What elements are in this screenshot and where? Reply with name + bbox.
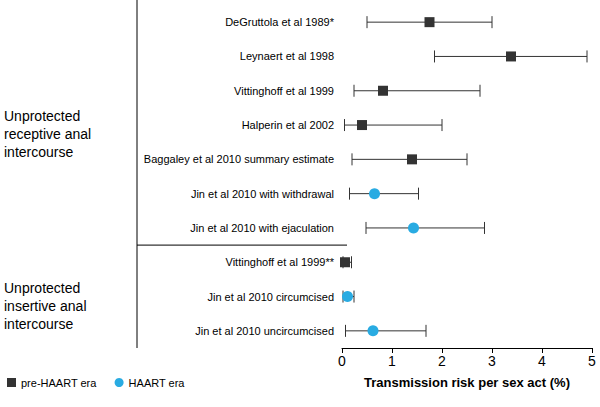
svg-text:0: 0 (338, 353, 346, 369)
svg-text:2: 2 (438, 353, 446, 369)
svg-text:receptive anal: receptive anal (4, 126, 95, 142)
svg-text:3: 3 (488, 353, 496, 369)
svg-text:Jin et al 2010 uncircumcised: Jin et al 2010 uncircumcised (195, 325, 334, 337)
svg-text:Vittinghoff et al 1999**: Vittinghoff et al 1999** (226, 256, 335, 268)
svg-text:HAART era: HAART era (129, 377, 186, 389)
svg-text:5: 5 (588, 353, 596, 369)
svg-text:4: 4 (538, 353, 546, 369)
svg-text:Unprotected: Unprotected (4, 108, 88, 124)
svg-text:Jin et al 2010 with withdrawal: Jin et al 2010 with withdrawal (191, 188, 334, 200)
svg-text:Baggaley et al 2010 summary es: Baggaley et al 2010 summary estimate (144, 153, 334, 165)
svg-text:Jin et al 2010 with ejaculatio: Jin et al 2010 with ejaculation (190, 222, 334, 234)
svg-text:intercourse: intercourse (4, 144, 73, 160)
svg-text:Unprotected: Unprotected (4, 280, 88, 296)
svg-text:Halperin et al 2002: Halperin et al 2002 (242, 119, 334, 131)
svg-text:intercourse: intercourse (4, 316, 73, 332)
svg-text:DeGruttola et al 1989*: DeGruttola et al 1989* (225, 16, 335, 28)
svg-text:Jin et al 2010 circumcised: Jin et al 2010 circumcised (207, 291, 334, 303)
svg-text:1: 1 (388, 353, 396, 369)
svg-text:Vittinghoff et al 1999: Vittinghoff et al 1999 (234, 85, 334, 97)
svg-text:Transmission risk per sex act: Transmission risk per sex act (%) (364, 375, 570, 390)
svg-text:insertive anal: insertive anal (4, 298, 90, 314)
svg-text:pre-HAART era: pre-HAART era (21, 377, 97, 389)
svg-text:Leynaert et al 1998: Leynaert et al 1998 (240, 50, 334, 62)
